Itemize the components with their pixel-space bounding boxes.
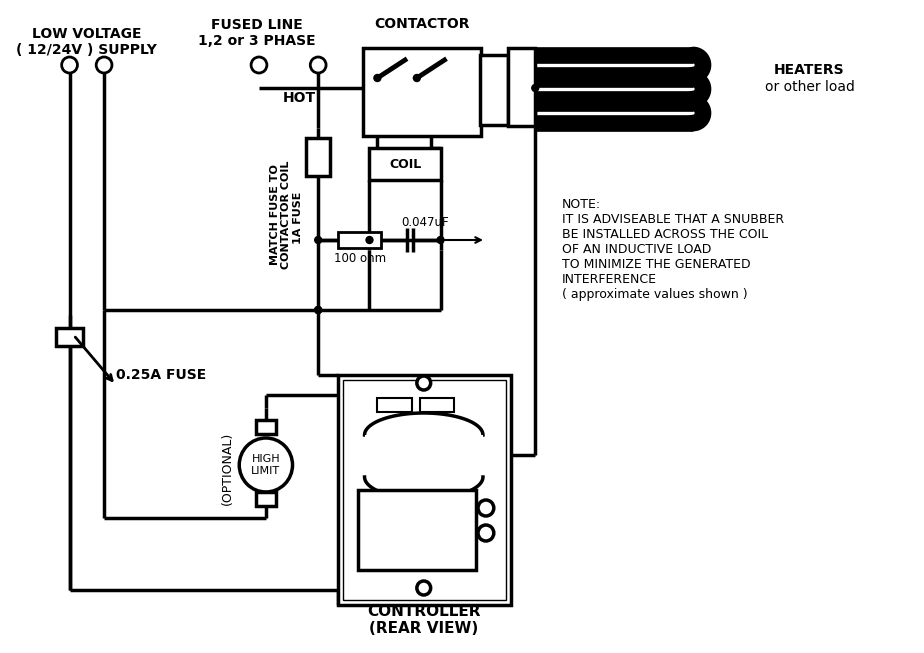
Circle shape [62,57,78,73]
Circle shape [315,306,322,313]
Bar [419,398,455,412]
Text: or other load: or other load [764,80,855,94]
Text: NOTE:
IT IS ADVISEABLE THAT A SNUBBER
BE INSTALLED ACROSS THE COIL
OF AN INDUCTI: NOTE: IT IS ADVISEABLE THAT A SNUBBER BE… [562,198,784,301]
Circle shape [96,57,112,73]
Text: HOT: HOT [283,91,316,105]
Text: HIGH
LIMIT: HIGH LIMIT [251,454,281,476]
Circle shape [417,581,431,595]
Bar [343,380,505,600]
Text: HEATERS: HEATERS [774,63,845,77]
Bar [358,490,476,570]
Text: CONTACTOR: CONTACTOR [374,17,469,31]
Bar [307,138,330,176]
Text: FUSED LINE
1,2 or 3 PHASE: FUSED LINE 1,2 or 3 PHASE [198,18,316,48]
Text: COIL: COIL [389,157,421,170]
Circle shape [315,306,322,313]
Text: MATCH FUSE TO
CONTACTOR COIL: MATCH FUSE TO CONTACTOR COIL [270,161,291,269]
Circle shape [310,57,326,73]
Text: 100 ohm: 100 ohm [334,251,385,264]
Bar [480,55,507,125]
Circle shape [478,500,493,516]
Circle shape [251,57,267,73]
Text: 0.25A FUSE: 0.25A FUSE [116,368,206,382]
Bar [377,398,412,412]
Circle shape [315,236,322,244]
Bar [338,375,511,605]
Circle shape [239,438,293,492]
Circle shape [478,525,493,541]
Bar [507,48,535,126]
Bar [256,420,275,434]
Bar [370,148,441,180]
Text: (OPTIONAL): (OPTIONAL) [221,432,234,505]
Circle shape [413,74,420,82]
Bar [55,328,83,346]
Bar [256,492,275,506]
Bar [362,48,481,136]
Bar [365,435,483,477]
Text: 0.047uF: 0.047uF [401,215,448,229]
Circle shape [437,236,444,244]
Circle shape [532,84,539,91]
Bar [338,232,382,248]
Circle shape [374,74,381,82]
Circle shape [366,236,373,244]
Text: CONTROLLER
(REAR VIEW): CONTROLLER (REAR VIEW) [367,604,480,636]
Text: LOW VOLTAGE
( 12/24V ) SUPPLY: LOW VOLTAGE ( 12/24V ) SUPPLY [16,27,157,57]
Text: 1A FUSE: 1A FUSE [294,192,303,244]
Circle shape [417,376,431,390]
